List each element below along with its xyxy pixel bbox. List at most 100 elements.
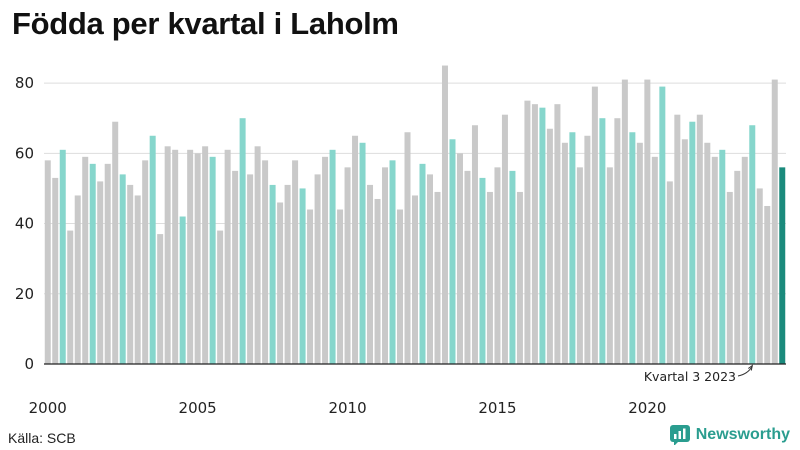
bar	[262, 160, 269, 364]
bar	[494, 167, 501, 364]
bar	[644, 79, 651, 364]
bar	[719, 149, 726, 364]
annotation: Kvartal 3 2023	[644, 364, 754, 384]
chart-title: Födda per kvartal i Laholm	[12, 6, 399, 41]
bar	[59, 149, 66, 364]
bar	[509, 170, 516, 365]
bar	[322, 156, 329, 364]
bar	[329, 149, 336, 364]
y-tick-label: 0	[24, 355, 34, 373]
bar	[426, 174, 433, 364]
bar	[224, 149, 231, 364]
bar	[764, 205, 771, 364]
bar	[269, 184, 276, 364]
bar	[471, 125, 478, 364]
bar	[352, 135, 359, 364]
bar	[277, 202, 284, 364]
bar	[441, 65, 448, 364]
bar	[209, 156, 216, 364]
bar	[337, 209, 344, 364]
bar	[636, 142, 643, 364]
bar	[591, 86, 598, 364]
bar	[127, 184, 134, 364]
bar	[629, 132, 636, 364]
bar	[202, 146, 209, 364]
bar	[434, 191, 441, 364]
bar	[741, 156, 748, 364]
bar	[44, 160, 51, 364]
bar	[97, 181, 104, 364]
brand-name: Newsworthy	[695, 426, 790, 443]
bar	[172, 149, 179, 364]
bar	[704, 142, 711, 364]
y-tick-label: 20	[15, 285, 34, 303]
bar	[157, 234, 164, 364]
bar	[516, 191, 523, 364]
bar	[142, 160, 149, 364]
bar	[119, 174, 126, 364]
bar	[232, 170, 239, 365]
bar	[359, 142, 366, 364]
bar	[546, 128, 553, 364]
bar	[52, 177, 59, 364]
bar	[412, 195, 418, 364]
bar	[734, 170, 741, 365]
bar	[711, 156, 718, 364]
bar	[419, 163, 426, 364]
bar	[464, 170, 471, 365]
x-tick-label: 2020	[628, 399, 666, 417]
bar	[771, 79, 778, 364]
bar	[584, 135, 591, 364]
bar	[779, 167, 786, 364]
bar	[382, 167, 389, 364]
bar	[479, 177, 486, 364]
bar	[307, 209, 314, 364]
bar	[531, 104, 538, 364]
brand-logo[interactable]: Newsworthy	[669, 425, 790, 445]
bar	[164, 146, 171, 364]
bar	[756, 188, 763, 364]
source-label: Källa: SCB	[8, 430, 76, 446]
x-tick-label: 2010	[328, 399, 366, 417]
x-tick-label: 2015	[478, 399, 516, 417]
bar	[389, 160, 396, 364]
y-tick-label: 60	[15, 144, 34, 162]
bar	[674, 114, 681, 364]
bar	[134, 195, 141, 364]
bar	[539, 107, 546, 365]
bar	[299, 188, 306, 364]
bar	[397, 209, 404, 364]
x-tick-label: 2000	[29, 399, 67, 417]
bar	[367, 184, 374, 364]
bar	[374, 198, 381, 364]
bar	[749, 125, 756, 364]
bar	[67, 230, 74, 364]
bar	[292, 160, 299, 364]
bar	[239, 118, 246, 364]
bar	[576, 167, 583, 364]
bar	[344, 167, 351, 364]
bar	[314, 174, 321, 364]
axes: 0 20 40 60 80 2000 2005 2010 2015 2020	[15, 74, 786, 417]
bar	[726, 191, 733, 364]
y-tick-label: 80	[15, 74, 34, 92]
y-tick-label: 40	[15, 215, 34, 233]
bar	[404, 132, 411, 364]
bar	[681, 139, 688, 364]
bar	[187, 149, 194, 364]
bars	[44, 65, 786, 365]
bar	[599, 118, 606, 364]
bar	[561, 142, 568, 364]
annotation-arrowhead	[748, 364, 754, 371]
bar	[696, 114, 703, 364]
bar	[89, 163, 96, 364]
newsworthy-logo-icon	[669, 425, 690, 445]
bar	[456, 153, 463, 364]
bar	[74, 195, 81, 364]
bar	[659, 86, 666, 364]
bar	[104, 163, 111, 364]
bar	[651, 156, 658, 364]
bar	[179, 216, 186, 364]
bar	[524, 100, 531, 365]
